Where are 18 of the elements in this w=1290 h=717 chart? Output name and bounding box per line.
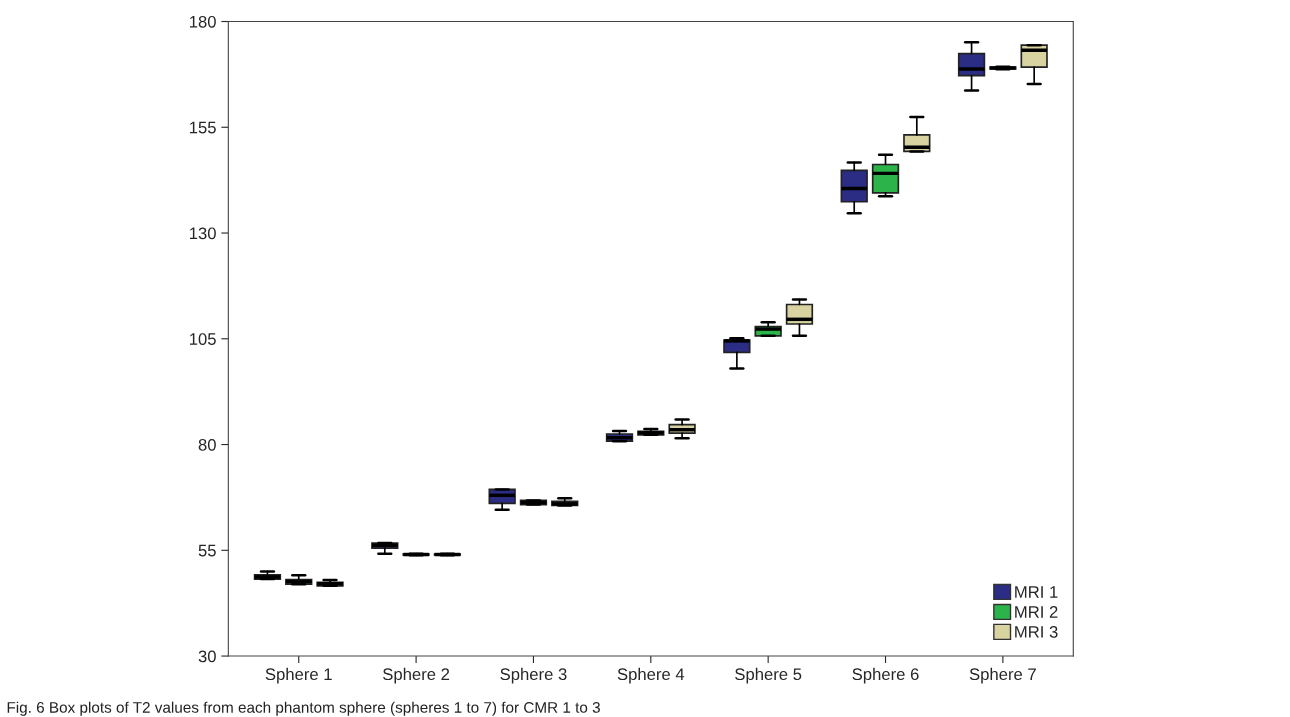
y-tick-label: 80 xyxy=(198,438,216,451)
x-tick-label: Sphere 4 xyxy=(617,667,685,684)
x-tick-label: Sphere 5 xyxy=(735,667,802,684)
legend-label: MRI 2 xyxy=(1015,606,1058,618)
x-tick-label: Sphere 2 xyxy=(383,667,450,684)
x-tick-label: Sphere 6 xyxy=(852,667,919,684)
legend-label: MRI 1 xyxy=(1015,586,1058,598)
y-tick-label: 155 xyxy=(189,121,216,134)
legend-label: MRI 3 xyxy=(1015,625,1058,638)
y-tick-label: 105 xyxy=(189,333,216,345)
x-tick-label: Sphere 1 xyxy=(265,667,332,684)
x-tick-label: Sphere 7 xyxy=(969,667,1036,684)
y-tick-label: 180 xyxy=(189,15,216,28)
y-tick-label: 30 xyxy=(198,650,216,663)
caption: Fig. 6 Box plots of T2 values from each phantom sphere (spheres 1 to 7) for CMR 1 to 3 xyxy=(7,701,600,716)
x-tick-label: Sphere 3 xyxy=(500,667,567,684)
y-tick-label: 55 xyxy=(198,544,216,557)
y-tick-label: 130 xyxy=(189,227,216,240)
